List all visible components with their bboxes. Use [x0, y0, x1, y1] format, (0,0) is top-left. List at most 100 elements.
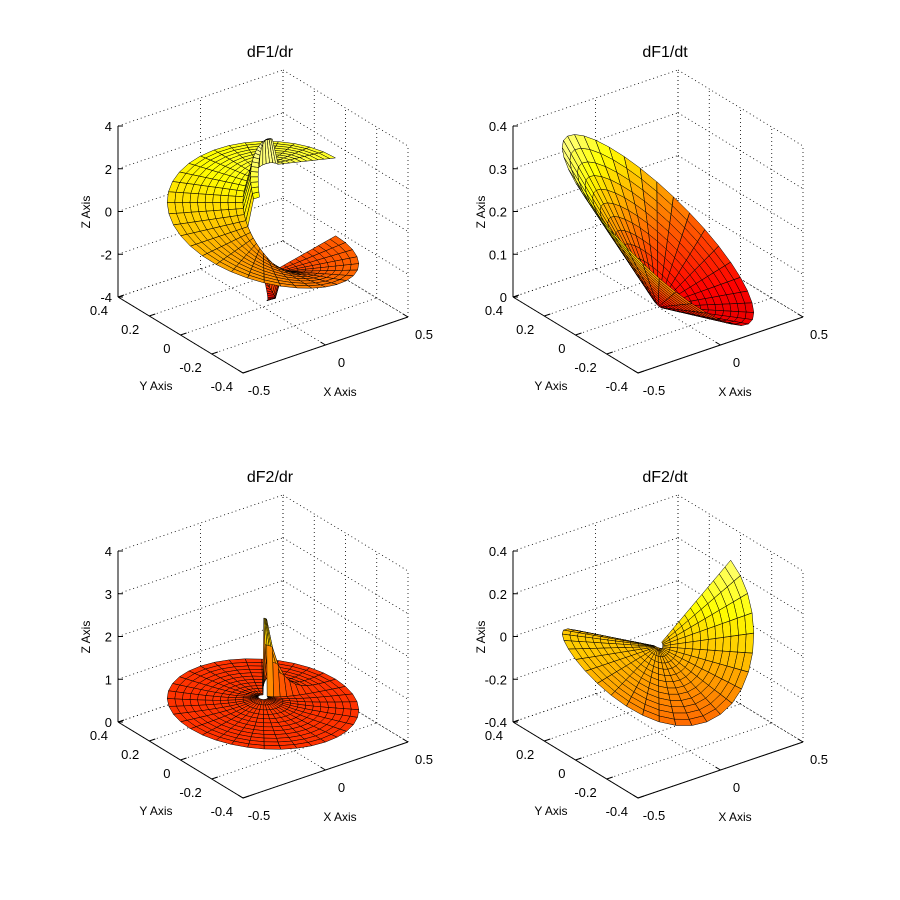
surface-patch [707, 625, 717, 640]
y-tick [544, 738, 551, 742]
x-tick-label: 0.5 [810, 752, 828, 767]
z-tick-label: 0.2 [489, 587, 507, 602]
axes [512, 125, 804, 374]
subplot-1: -4 -2 0 2 4 -0.4 -0.2 0 0.2 0.4 -0.5 0 0.5 dF1/dr Z Ax… [79, 44, 433, 399]
surface-patch [235, 202, 244, 210]
surface-patch [182, 192, 192, 203]
y-axis-label: Y Axis [139, 379, 172, 393]
gridline-x [677, 665, 804, 743]
surface-patch [244, 658, 263, 663]
gridline-z [677, 580, 804, 657]
surface [166, 138, 360, 302]
surface-patch [626, 701, 644, 716]
surface-patch [342, 264, 352, 271]
surface-patch [197, 699, 207, 706]
surface-patch [707, 304, 717, 311]
surface-patch [263, 745, 282, 750]
surface-patch [250, 171, 259, 178]
subplot-title: dF1/dr [247, 44, 294, 61]
surface-patch [247, 665, 263, 670]
y-tick [512, 719, 520, 723]
x-tick [320, 341, 326, 346]
z-axis-label: Z Axis [474, 196, 488, 229]
surface-patch [265, 138, 273, 141]
x-tick-label: 0.5 [810, 327, 828, 342]
z-tick-label: 0.3 [489, 162, 507, 177]
z-tick-label: 0 [500, 290, 507, 305]
y-axis-label: Y Axis [534, 379, 567, 393]
surface-patch [349, 708, 360, 718]
y-tick [180, 332, 187, 336]
y-tick-label: 0.2 [121, 322, 139, 337]
surface-patch [204, 699, 214, 706]
surface-patch [714, 303, 724, 311]
surface-patch [279, 744, 298, 750]
y-tick-label: -0.2 [179, 360, 201, 375]
z-tick-label: 0.1 [489, 247, 507, 262]
surface-patch [744, 612, 755, 635]
surface-patch [220, 202, 229, 211]
z-tick-label: -4 [100, 290, 112, 305]
z-tick-label: 0.2 [489, 205, 507, 220]
z-tick-label: -2 [100, 247, 112, 262]
surface-patch [561, 139, 572, 161]
gridline-z [677, 69, 804, 147]
x-tick-label: 0 [338, 355, 345, 370]
surface-patch [166, 202, 177, 214]
y-tick-label: 0.4 [485, 728, 503, 743]
y-tick-label: 0.4 [90, 728, 108, 743]
axes [512, 550, 804, 799]
y-tick [637, 795, 645, 799]
surface-patch [699, 639, 709, 651]
gridline-z [282, 69, 409, 147]
surface-patch [204, 202, 214, 212]
grid-lines [117, 69, 409, 374]
grid-lines [117, 494, 409, 799]
z-tick-label: 3 [105, 587, 112, 602]
y-tick-label: -0.2 [574, 785, 596, 800]
surface-patch [265, 618, 273, 648]
y-tick-label: 0.4 [485, 303, 503, 318]
y-tick [149, 738, 156, 742]
surface-patch [722, 620, 732, 638]
surface-patch [561, 147, 572, 170]
surface-patch [692, 640, 701, 650]
surface-patch [672, 712, 690, 720]
z-axis-label: Z Axis [474, 621, 488, 654]
surface-patch [319, 266, 329, 271]
gridline-z [282, 155, 409, 232]
gridline-x [282, 665, 409, 743]
gridline-x [595, 268, 721, 346]
surface-patch [249, 669, 263, 674]
y-tick [575, 332, 582, 336]
y-tick-label: 0.2 [121, 747, 139, 762]
surface-patch [568, 169, 583, 193]
y-tick [606, 776, 613, 780]
surface-patch [189, 202, 199, 213]
y-tick [149, 313, 156, 317]
gridline-z [677, 197, 804, 275]
surface-patch [251, 675, 263, 680]
gridline-z [282, 580, 409, 657]
gridline-z [512, 580, 679, 637]
subplot-title: dF1/dt [642, 44, 688, 61]
z-tick-label: 0 [500, 630, 507, 645]
x-tick [237, 369, 244, 374]
surface-patch [684, 641, 694, 650]
surface-patch [561, 633, 572, 642]
surface-patch [182, 692, 192, 700]
x-tick-label: 0 [733, 780, 740, 795]
surface-patch [737, 634, 747, 653]
surface-patch [334, 259, 344, 267]
surface-patch [563, 157, 576, 181]
x-axis-label: X Axis [718, 385, 751, 399]
surface-patch [174, 691, 184, 700]
surface-patch [250, 181, 259, 189]
surface-patch [250, 672, 263, 677]
z-tick-label: -0.2 [485, 672, 507, 687]
surface-patch [247, 274, 265, 284]
gridline-x [282, 240, 409, 318]
gridline-z [677, 494, 804, 572]
